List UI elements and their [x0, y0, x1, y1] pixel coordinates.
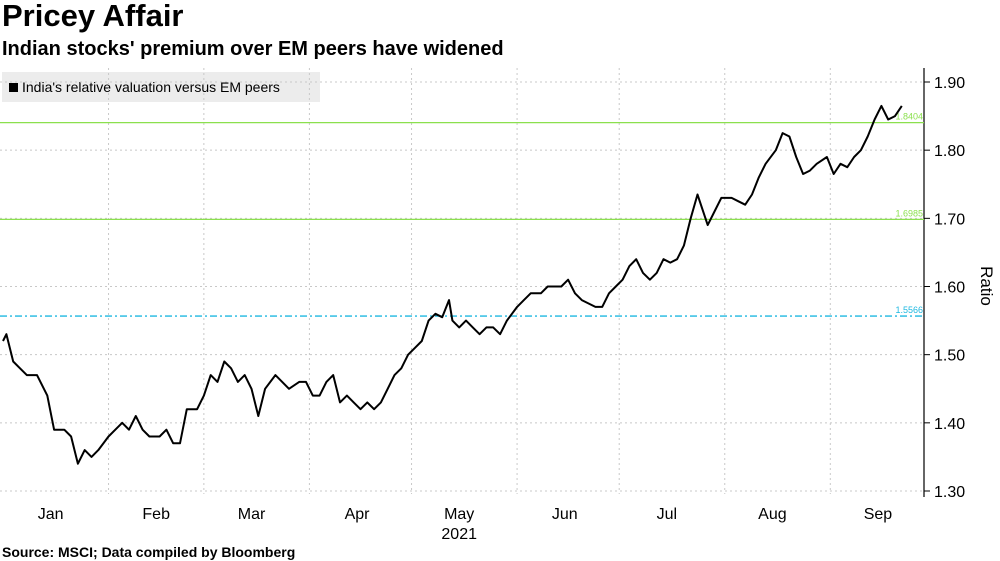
chart-title: Pricey Affair: [2, 0, 184, 33]
y-tick-label: 1.40: [934, 416, 965, 433]
reference-line-label: 1.8404: [895, 112, 923, 122]
x-tick-label: Feb: [142, 506, 170, 523]
series-line: [2, 104, 903, 465]
reference-line-label: 1.5566: [895, 305, 923, 315]
y-tick-label: 1.80: [934, 143, 965, 160]
y-tick-label: 1.50: [934, 348, 965, 365]
chart-subtitle: Indian stocks' premium over EM peers hav…: [2, 38, 504, 60]
x-tick-label: Aug: [758, 506, 786, 523]
x-year-label: 2021: [441, 526, 477, 543]
legend: India's relative valuation versus EM pee…: [2, 72, 320, 102]
x-tick-label: Sep: [864, 506, 893, 523]
legend-label: India's relative valuation versus EM pee…: [22, 79, 280, 95]
x-tick-label: Apr: [345, 506, 371, 523]
x-tick-label: Jan: [38, 506, 64, 523]
x-tick-label: Jun: [552, 506, 578, 523]
x-tick-label: May: [444, 506, 474, 523]
x-tick-label: Mar: [238, 506, 266, 523]
y-tick-label: 1.60: [934, 280, 965, 297]
source-note: Source: MSCI; Data compiled by Bloomberg: [2, 544, 296, 560]
y-tick-label: 1.90: [934, 75, 965, 92]
y-axis-title: Ratio: [977, 266, 996, 306]
y-tick-label: 1.30: [934, 484, 965, 501]
y-tick-label: 1.70: [934, 211, 965, 228]
x-tick-label: Jul: [657, 506, 677, 523]
reference-line-label: 1.6985: [895, 208, 923, 218]
legend-swatch: [9, 82, 18, 92]
